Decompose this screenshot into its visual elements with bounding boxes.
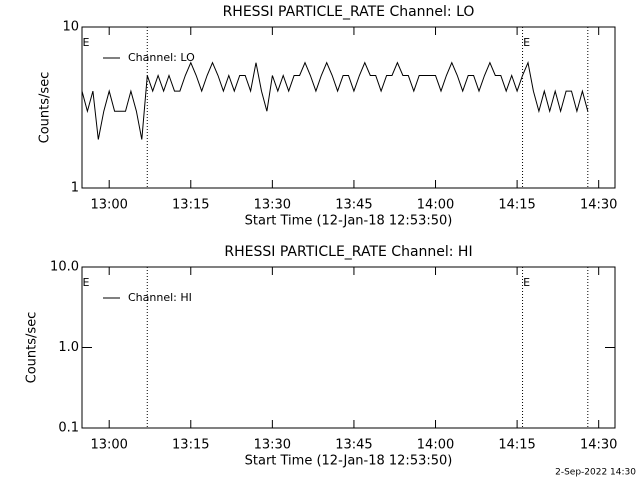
x-tick-label: 13:15 — [172, 438, 209, 453]
x-tick-label: 14:15 — [498, 198, 535, 213]
x-axis-label: Start Time (12-Jan-18 12:53:50) — [245, 454, 453, 469]
event-label: E — [83, 36, 90, 49]
chart-title: RHESSI PARTICLE_RATE Channel: LO — [223, 4, 475, 20]
x-tick-label: 14:30 — [580, 198, 617, 213]
x-axis-label: Start Time (12-Jan-18 12:53:50) — [245, 214, 453, 229]
y-axis-label: Counts/sec — [38, 72, 53, 144]
x-tick-label: 13:45 — [335, 198, 372, 213]
x-tick-label: 13:45 — [335, 438, 372, 453]
x-tick-label: 14:00 — [417, 198, 454, 213]
x-tick-label: 14:30 — [580, 438, 617, 453]
x-tick-label: 13:00 — [90, 198, 127, 213]
plot-frame — [81, 26, 616, 189]
x-tick-label: 13:30 — [254, 198, 291, 213]
event-label: E — [523, 276, 530, 289]
event-label: E — [523, 36, 530, 49]
data-line — [81, 61, 589, 140]
x-tick-label: 13:15 — [172, 198, 209, 213]
y-axis-label: Counts/sec — [25, 312, 40, 384]
y-tick-label: 1 — [71, 181, 79, 196]
y-tick-label: 10.0 — [50, 260, 79, 275]
event-label: E — [83, 276, 90, 289]
x-tick-label: 13:30 — [254, 438, 291, 453]
x-tick-label: 14:15 — [498, 438, 535, 453]
y-tick-label: 10 — [62, 20, 79, 35]
x-tick-label: 13:00 — [90, 438, 127, 453]
chart-title: RHESSI PARTICLE_RATE Channel: HI — [224, 244, 472, 260]
y-tick-label: 1.0 — [58, 340, 79, 355]
legend-label: Channel: HI — [128, 291, 192, 304]
y-tick-label: 0.1 — [58, 421, 79, 436]
timestamp: 2-Sep-2022 14:30 — [555, 468, 636, 478]
x-tick-label: 14:00 — [417, 438, 454, 453]
legend-label: Channel: LO — [128, 51, 195, 64]
